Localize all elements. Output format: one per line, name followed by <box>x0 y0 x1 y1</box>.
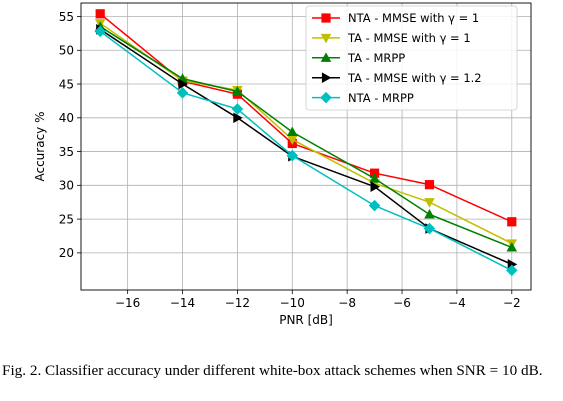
data-point <box>288 127 297 135</box>
figure-caption: Fig. 2. Classifier accuracy under differ… <box>2 362 562 380</box>
y-axis-ticks: 20 25 30 35 40 45 50 55 <box>59 10 81 260</box>
legend-label: TA - MRPP <box>347 51 405 65</box>
x-tick-label: −8 <box>338 296 356 310</box>
data-point <box>425 180 433 188</box>
data-point <box>369 200 379 210</box>
accuracy-chart: −16 −14 −12 −10 −8 −6 −4 −2 20 25 30 35 40 45 50 55 PN… <box>0 0 563 355</box>
x-tick-label: −6 <box>393 296 411 310</box>
x-axis-label: PNR [dB] <box>279 313 333 327</box>
y-axis-label: Accuracy % <box>33 111 47 181</box>
data-point <box>507 243 516 251</box>
legend-label: NTA - MRPP <box>348 91 414 105</box>
legend: NTA - MMSE with γ = 1 TA - MMSE with γ = … <box>306 6 517 110</box>
legend-label: TA - MMSE with γ = 1 <box>347 31 471 45</box>
y-tick-label: 40 <box>59 111 74 125</box>
y-tick-label: 45 <box>59 77 74 91</box>
legend-label: TA - MMSE with γ = 1.2 <box>347 71 482 85</box>
x-tick-label: −14 <box>170 296 195 310</box>
x-tick-label: −12 <box>225 296 250 310</box>
data-point <box>425 210 434 218</box>
y-tick-label: 50 <box>59 44 74 58</box>
data-point <box>425 199 434 207</box>
x-tick-label: −4 <box>448 296 466 310</box>
legend-marker <box>322 14 330 22</box>
data-point <box>96 10 104 18</box>
x-axis-ticks: −16 −14 −12 −10 −8 −6 −4 −2 <box>115 290 521 310</box>
x-tick-label: −2 <box>503 296 521 310</box>
y-tick-label: 35 <box>59 145 74 159</box>
y-tick-label: 20 <box>59 246 74 260</box>
y-tick-label: 55 <box>59 10 74 24</box>
legend-label: NTA - MMSE with γ = 1 <box>348 11 479 25</box>
x-tick-label: −10 <box>280 296 305 310</box>
x-tick-label: −16 <box>115 296 140 310</box>
y-tick-label: 30 <box>59 179 74 193</box>
y-tick-label: 25 <box>59 212 74 226</box>
data-point <box>508 218 516 226</box>
